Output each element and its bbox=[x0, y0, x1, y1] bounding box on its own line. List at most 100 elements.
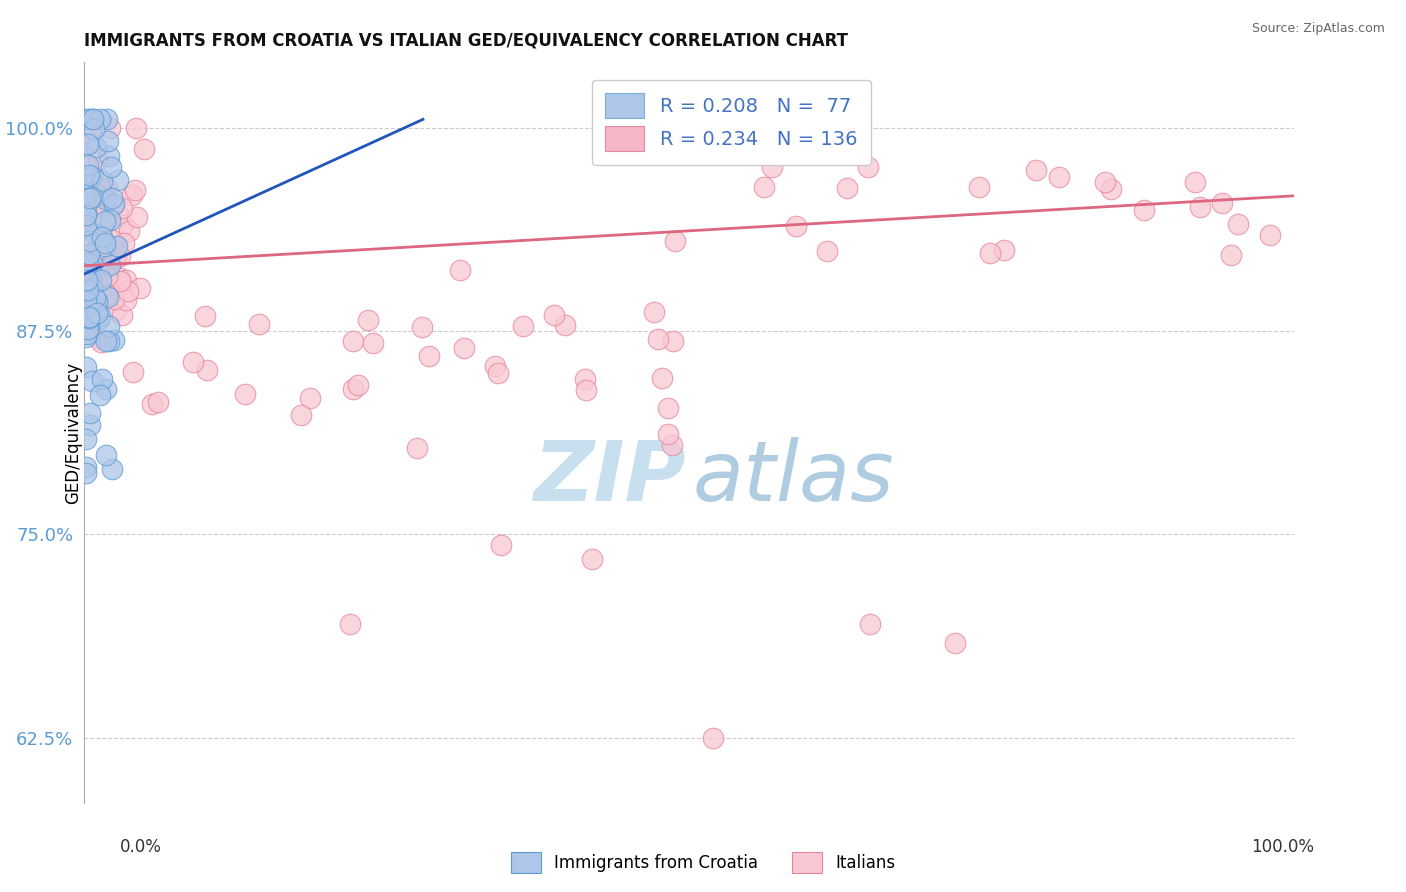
Point bbox=[77, 322, 100, 336]
Point bbox=[94, 184, 117, 198]
Point bbox=[104, 250, 127, 264]
Text: 100.0%: 100.0% bbox=[1251, 838, 1315, 856]
Point bbox=[76, 137, 98, 152]
Point bbox=[103, 292, 125, 306]
Point bbox=[76, 112, 98, 127]
Point bbox=[103, 196, 125, 211]
Point bbox=[107, 206, 129, 220]
Point bbox=[86, 187, 108, 202]
Point bbox=[86, 252, 108, 266]
Point bbox=[575, 383, 598, 397]
Point bbox=[93, 268, 115, 283]
Point bbox=[121, 188, 143, 202]
Point bbox=[105, 239, 128, 253]
Point bbox=[97, 149, 120, 163]
Point bbox=[90, 285, 112, 299]
Point bbox=[1211, 196, 1233, 211]
Point bbox=[581, 551, 603, 566]
Point bbox=[1049, 170, 1071, 185]
Point bbox=[122, 365, 145, 379]
Point bbox=[194, 310, 217, 324]
Y-axis label: GED/Equivalency: GED/Equivalency bbox=[65, 361, 82, 504]
Point bbox=[87, 252, 110, 267]
Point bbox=[299, 392, 322, 406]
Point bbox=[98, 120, 121, 135]
Point bbox=[77, 171, 100, 186]
Point bbox=[76, 326, 98, 341]
Point bbox=[979, 245, 1001, 260]
Point bbox=[94, 213, 117, 227]
Point bbox=[357, 313, 380, 327]
Point bbox=[76, 221, 98, 235]
Point bbox=[82, 281, 104, 295]
Point bbox=[80, 216, 103, 230]
Point bbox=[96, 287, 118, 301]
Point bbox=[94, 236, 117, 251]
Point bbox=[89, 388, 111, 402]
Point bbox=[77, 246, 100, 260]
Point bbox=[657, 427, 679, 442]
Point bbox=[104, 252, 127, 266]
Point bbox=[702, 731, 724, 745]
Point bbox=[574, 372, 596, 386]
Point bbox=[76, 220, 98, 235]
Point bbox=[98, 318, 121, 333]
Point bbox=[342, 382, 364, 396]
Point bbox=[96, 112, 118, 127]
Point bbox=[77, 283, 100, 297]
Point bbox=[80, 279, 103, 293]
Point bbox=[112, 235, 135, 250]
Point bbox=[82, 261, 104, 276]
Point bbox=[247, 317, 270, 331]
Point bbox=[86, 306, 108, 320]
Point bbox=[75, 208, 97, 222]
Point bbox=[127, 210, 149, 224]
Point bbox=[486, 366, 509, 380]
Point bbox=[101, 197, 124, 211]
Point bbox=[90, 372, 112, 386]
Point bbox=[993, 243, 1015, 257]
Point bbox=[82, 283, 104, 297]
Point bbox=[98, 258, 121, 272]
Point bbox=[96, 448, 118, 462]
Point bbox=[94, 239, 117, 253]
Point bbox=[339, 616, 361, 631]
Point bbox=[96, 268, 118, 283]
Point bbox=[79, 406, 101, 420]
Text: IMMIGRANTS FROM CROATIA VS ITALIAN GED/EQUIVALENCY CORRELATION CHART: IMMIGRANTS FROM CROATIA VS ITALIAN GED/E… bbox=[84, 32, 848, 50]
Point bbox=[108, 249, 131, 263]
Point bbox=[1258, 227, 1281, 242]
Point bbox=[108, 271, 131, 285]
Point bbox=[449, 262, 471, 277]
Point bbox=[82, 112, 104, 127]
Point bbox=[75, 467, 97, 481]
Point bbox=[134, 142, 156, 156]
Text: ZIP: ZIP bbox=[533, 436, 685, 517]
Point bbox=[754, 180, 776, 194]
Point bbox=[82, 112, 104, 127]
Point bbox=[342, 334, 364, 348]
Point bbox=[96, 181, 118, 195]
Point bbox=[89, 209, 111, 223]
Point bbox=[100, 160, 122, 174]
Point bbox=[856, 160, 879, 174]
Point bbox=[90, 219, 112, 234]
Point bbox=[1094, 175, 1116, 189]
Point bbox=[80, 190, 103, 204]
Point bbox=[543, 308, 565, 322]
Point bbox=[115, 273, 138, 287]
Point bbox=[1188, 200, 1211, 214]
Point bbox=[785, 219, 807, 234]
Point bbox=[129, 281, 152, 295]
Point bbox=[76, 291, 98, 305]
Point bbox=[651, 371, 673, 385]
Point bbox=[77, 256, 100, 270]
Point bbox=[77, 159, 100, 173]
Point bbox=[512, 318, 534, 333]
Point bbox=[75, 360, 97, 375]
Point bbox=[75, 460, 97, 475]
Point bbox=[107, 172, 129, 186]
Point bbox=[643, 304, 665, 318]
Point bbox=[835, 181, 858, 195]
Point bbox=[83, 295, 105, 310]
